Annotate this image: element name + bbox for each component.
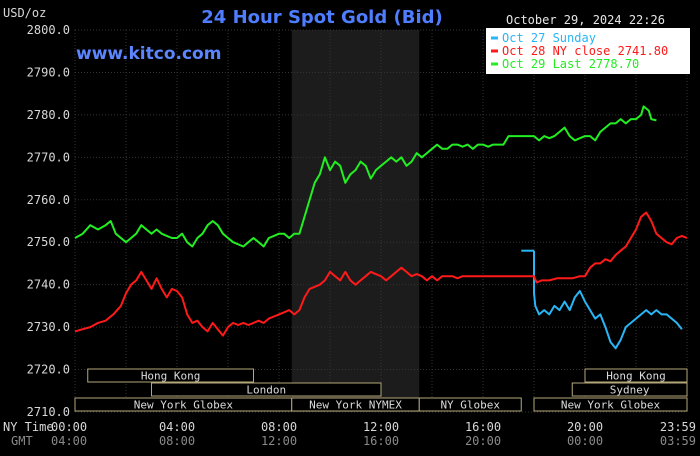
market-session: Hong Kong [584,368,688,383]
series-line [74,105,657,248]
market-session-box [533,397,688,412]
legend-entry: Oct 29 Last 2778.70 [502,57,639,71]
market-session-label: New York NYMEX [309,399,402,412]
watermark-logo: www.kitco.com [76,44,221,64]
x-tick-label-gmt: 08:00 [159,434,195,448]
chart-title: 24 Hour Spot Gold (Bid) [201,7,442,28]
market-session-box [151,382,382,397]
market-session-label: Hong Kong [606,370,666,383]
x-tick-label: 12:00 [363,420,399,434]
y-tick-label: 2800.0 [27,23,70,37]
x-tick-label: 23:59 [660,420,696,434]
legend-box [486,28,690,74]
market-session-box [584,368,688,383]
y-tick-label: 2770.0 [27,150,70,164]
x-tick-label: 04:00 [159,420,195,434]
market-session-label: New York Globex [134,399,234,412]
market-session: New York NYMEX [291,397,420,412]
y-tick-label: 2780.0 [27,108,70,122]
timestamp: October 29, 2024 22:26 [506,13,665,27]
x-tick-label: 20:00 [567,420,603,434]
market-session-label: New York Globex [561,399,661,412]
series-line [533,250,683,350]
market-session: New York Globex [533,397,688,412]
series-0 [521,249,683,350]
market-session-box [571,382,688,397]
legend-entry: Oct 27 Sunday [502,31,596,45]
y-axis-unit: USD/oz [3,6,46,20]
x-tick-label-gmt: 12:00 [261,434,297,448]
y-tick-label: 2730.0 [27,320,70,334]
y-tick-label: 2750.0 [27,235,70,249]
price-series [74,105,688,350]
axis-labels: 2710.0 2720.0 2730.0 2740.0 2750.0 2760.0 2770… [27,23,696,448]
market-session: NY Globex [418,397,522,412]
x-tick-label-gmt: 00:00 [567,434,603,448]
x-tick-label-gmt: 16:00 [363,434,399,448]
legend-entry: Oct 28 NY close 2741.80 [502,44,668,58]
x-tick-label: 08:00 [261,420,297,434]
market-session: Hong Kong [87,368,254,383]
y-tick-label: 2790.0 [27,65,70,79]
market-session-label: London [246,384,286,397]
x-tick-label-gmt: 03:59 [660,434,696,448]
x-tick-label-gmt: 20:00 [465,434,501,448]
market-session-box [418,397,522,412]
series-line [74,211,688,337]
market-session: New York Globex [74,397,293,412]
market-session-label: Sydney [610,384,650,397]
x-tick-label-gmt: 04:00 [51,434,87,448]
market-session: Sydney [571,382,688,397]
gmt-caption: GMT [11,434,33,448]
y-tick-label: 2740.0 [27,278,70,292]
y-tick-label: 2720.0 [27,363,70,377]
x-tick-label: 00:00 [51,420,87,434]
x-tick-label: 16:00 [465,420,501,434]
shaded-session [291,30,420,412]
market-session-box [87,368,254,383]
market-sessions: Hong Kong Hong Kong London Sydney New York G… [74,368,688,412]
market-session-label: Hong Kong [141,370,201,383]
market-session: London [151,382,382,397]
series-1 [74,211,688,337]
market-session-label: NY Globex [440,399,500,412]
y-tick-label: 2760.0 [27,193,70,207]
ny-time-caption: NY Time [3,420,54,434]
y-tick-label: 2710.0 [27,405,70,419]
series-2 [74,105,657,248]
